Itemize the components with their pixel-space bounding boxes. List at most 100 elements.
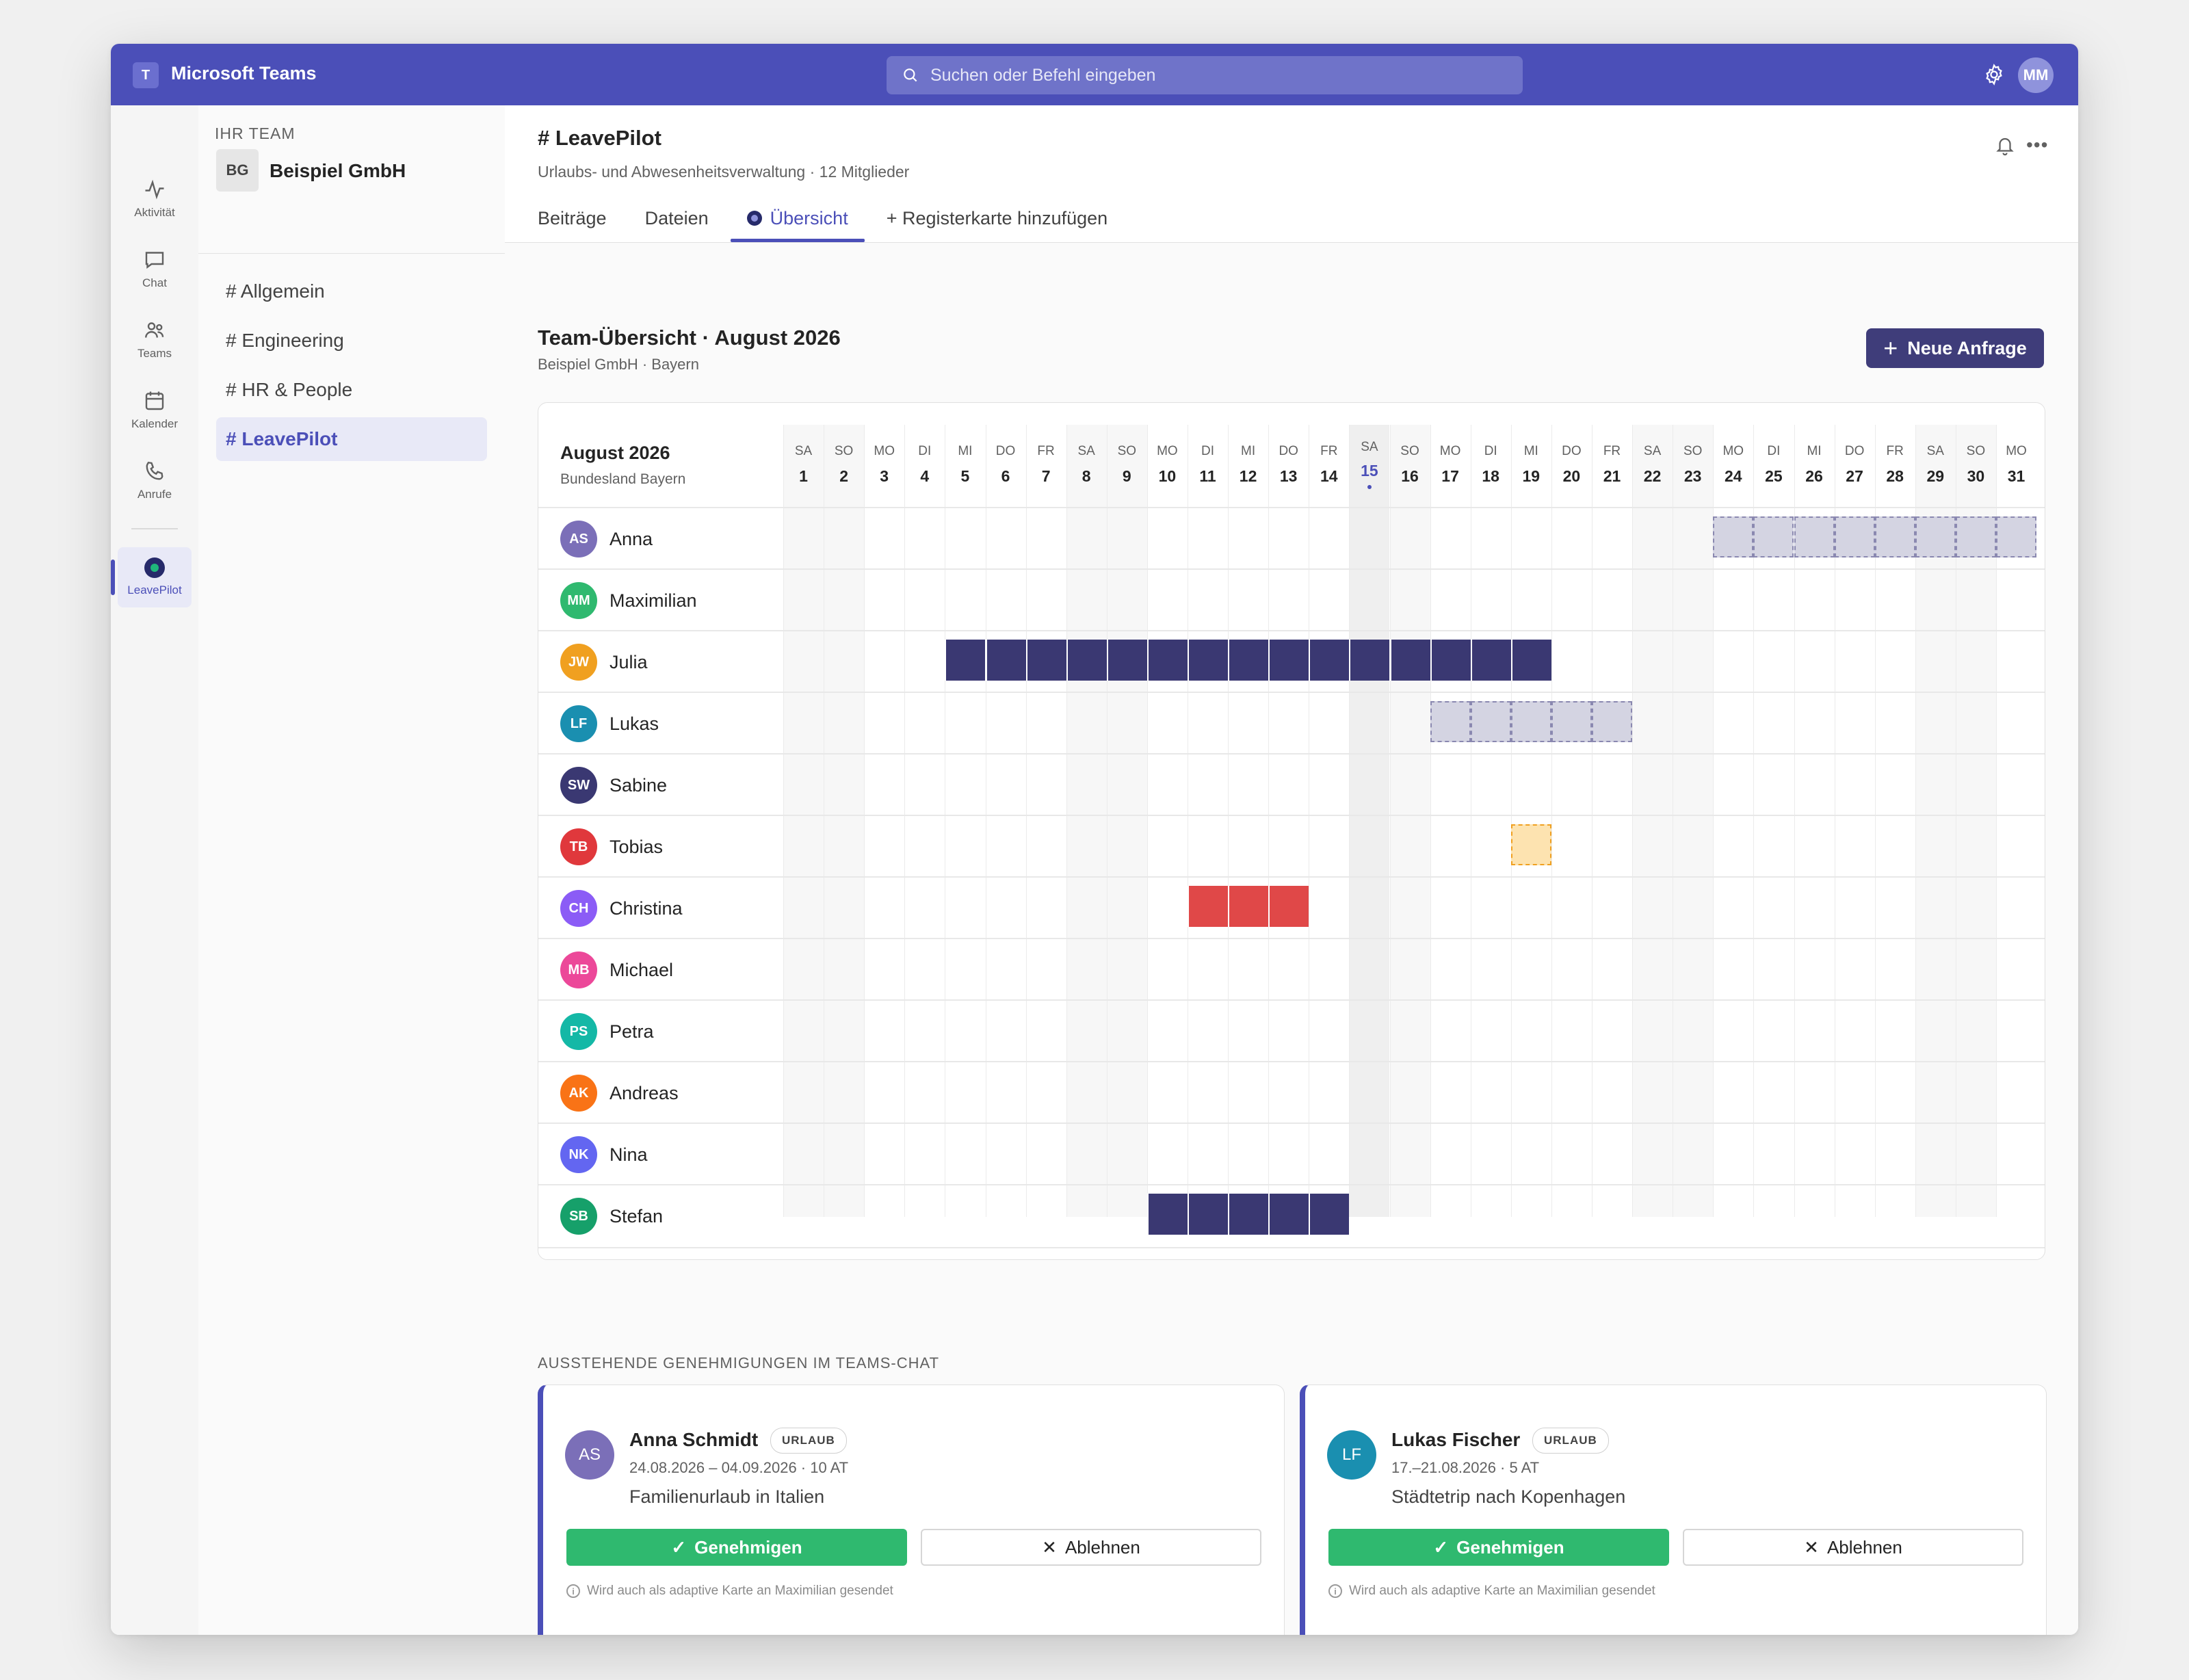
check-icon: ✓ [671, 1536, 687, 1558]
absence-approved[interactable] [1188, 1194, 1229, 1235]
absence-approved[interactable] [1349, 640, 1390, 681]
absence-pending[interactable] [1470, 701, 1511, 742]
rail-item-leavepilot[interactable]: LeavePilot [111, 547, 192, 607]
absence-approved[interactable] [1146, 1194, 1188, 1235]
channel-engineering[interactable]: # Engineering [226, 330, 344, 351]
rail-item-calls[interactable]: Anrufe [118, 450, 192, 510]
rail-item-chat[interactable]: Chat [118, 239, 192, 299]
absence-pending[interactable] [1874, 516, 1915, 557]
absence-pending[interactable] [1794, 516, 1835, 557]
absence-approved[interactable] [1389, 640, 1430, 681]
absence-approved[interactable] [1228, 1194, 1269, 1235]
day-of-week: MI [958, 444, 973, 458]
avatar[interactable]: NK [560, 1136, 597, 1173]
absence-approved[interactable] [1309, 640, 1350, 681]
grid-line [1430, 425, 1431, 1217]
pending-section-title: AUSSTEHENDE GENEHMIGUNGEN IM TEAMS-CHAT [538, 1354, 940, 1371]
absence-pending[interactable] [1753, 516, 1794, 557]
grid-line [1510, 425, 1512, 1217]
avatar[interactable]: MM [560, 582, 597, 619]
more-options-icon[interactable]: ••• [2026, 134, 2049, 155]
day-number: 4 [920, 467, 930, 485]
channel-leavepilot[interactable]: # LeavePilot [216, 417, 487, 461]
avatar[interactable]: MB [560, 951, 597, 988]
avatar[interactable]: LF [560, 705, 597, 742]
avatar[interactable]: PS [560, 1013, 597, 1050]
absence-pending[interactable] [1592, 701, 1633, 742]
approve-button[interactable]: ✓ Genehmigen [566, 1529, 907, 1566]
absence-pending[interactable] [1955, 516, 1996, 557]
tab-add[interactable]: + Registerkarte hinzufügen [887, 201, 1107, 242]
absence-approved[interactable] [945, 640, 986, 681]
absence-approved[interactable] [1025, 640, 1066, 681]
day-column: MO 3 [864, 425, 904, 1217]
rail-item-label: Anrufe [137, 488, 172, 501]
grid-line [1753, 425, 1755, 1217]
tab-dateien[interactable]: Dateien [645, 201, 709, 242]
team-name[interactable]: Beispiel GmbH [270, 160, 406, 181]
channel-hr-people[interactable]: # HR & People [226, 379, 353, 400]
day-number: 6 [1001, 467, 1010, 485]
title-bar: T Microsoft Teams MM [111, 44, 2078, 105]
rail-item-calendar[interactable]: Kalender [118, 380, 192, 440]
rail-item-teams[interactable]: Teams [118, 309, 192, 369]
request-reason: Städtetrip nach Kopenhagen [1391, 1486, 1626, 1507]
reject-button[interactable]: ✕ Ablehnen [921, 1529, 1261, 1566]
tab-uebersicht[interactable]: Übersicht [730, 201, 865, 242]
search-bar[interactable] [887, 56, 1523, 94]
new-request-button[interactable]: + Neue Anfrage [1866, 328, 2044, 368]
absence-pending[interactable] [1713, 516, 1754, 557]
absence-approved[interactable] [1268, 640, 1309, 681]
absence-pending[interactable] [1915, 516, 1956, 557]
absence-approved[interactable] [1510, 640, 1551, 681]
search-input[interactable] [929, 64, 1479, 86]
settings-gear-icon[interactable] [1982, 63, 2006, 86]
absence-sick[interactable] [1268, 886, 1309, 927]
absence-approved[interactable] [1430, 640, 1471, 681]
day-number: 21 [1603, 467, 1621, 485]
absence-sick[interactable] [1228, 886, 1269, 927]
grid-line [1915, 425, 1916, 1217]
approve-button[interactable]: ✓ Genehmigen [1328, 1529, 1669, 1566]
absence-approved[interactable] [1228, 640, 1269, 681]
avatar[interactable]: SW [560, 767, 597, 804]
user-avatar[interactable]: MM [2018, 57, 2054, 93]
absence-pending[interactable] [1430, 701, 1471, 742]
day-number: 25 [1765, 467, 1783, 485]
absence-approved[interactable] [985, 640, 1026, 681]
rail-divider [131, 528, 178, 529]
member-name: Michael [609, 960, 674, 980]
day-column: MI 19 [1511, 425, 1551, 1217]
absence-sick[interactable] [1188, 886, 1229, 927]
day-column: FR 21 [1592, 425, 1632, 1217]
reject-button[interactable]: ✕ Ablehnen [1683, 1529, 2023, 1566]
avatar[interactable]: SB [560, 1198, 597, 1235]
absence-approved[interactable] [1268, 1194, 1309, 1235]
absence-pending[interactable] [1834, 516, 1875, 557]
tab-beitraege[interactable]: Beiträge [538, 201, 607, 242]
absence-pending[interactable] [1510, 701, 1551, 742]
absence-approved[interactable] [1470, 640, 1511, 681]
absence-special[interactable] [1510, 824, 1551, 865]
day-column: FR 14 [1309, 425, 1349, 1217]
avatar[interactable]: CH [560, 890, 597, 927]
rail-item-activity[interactable]: Aktivität [118, 168, 192, 228]
absence-approved[interactable] [1309, 1194, 1350, 1235]
absence-pending[interactable] [1551, 701, 1592, 742]
close-icon: ✕ [1804, 1536, 1819, 1558]
avatar[interactable]: JW [560, 644, 597, 681]
absence-approved[interactable] [1188, 640, 1229, 681]
member-row: LF Lukas [538, 692, 2045, 754]
avatar[interactable]: AS [560, 521, 597, 557]
bell-icon[interactable] [1995, 134, 2015, 157]
absence-approved[interactable] [1106, 640, 1147, 681]
channel-allgemein[interactable]: # Allgemein [226, 280, 325, 302]
absence-pending[interactable] [1996, 516, 2037, 557]
absence-approved[interactable] [1066, 640, 1107, 681]
avatar[interactable]: AK [560, 1075, 597, 1112]
absence-approved[interactable] [1146, 640, 1188, 681]
day-number: 17 [1441, 467, 1459, 485]
day-of-week: SA [1643, 444, 1662, 458]
avatar[interactable]: TB [560, 828, 597, 865]
member-row: PS Petra [538, 999, 2045, 1062]
